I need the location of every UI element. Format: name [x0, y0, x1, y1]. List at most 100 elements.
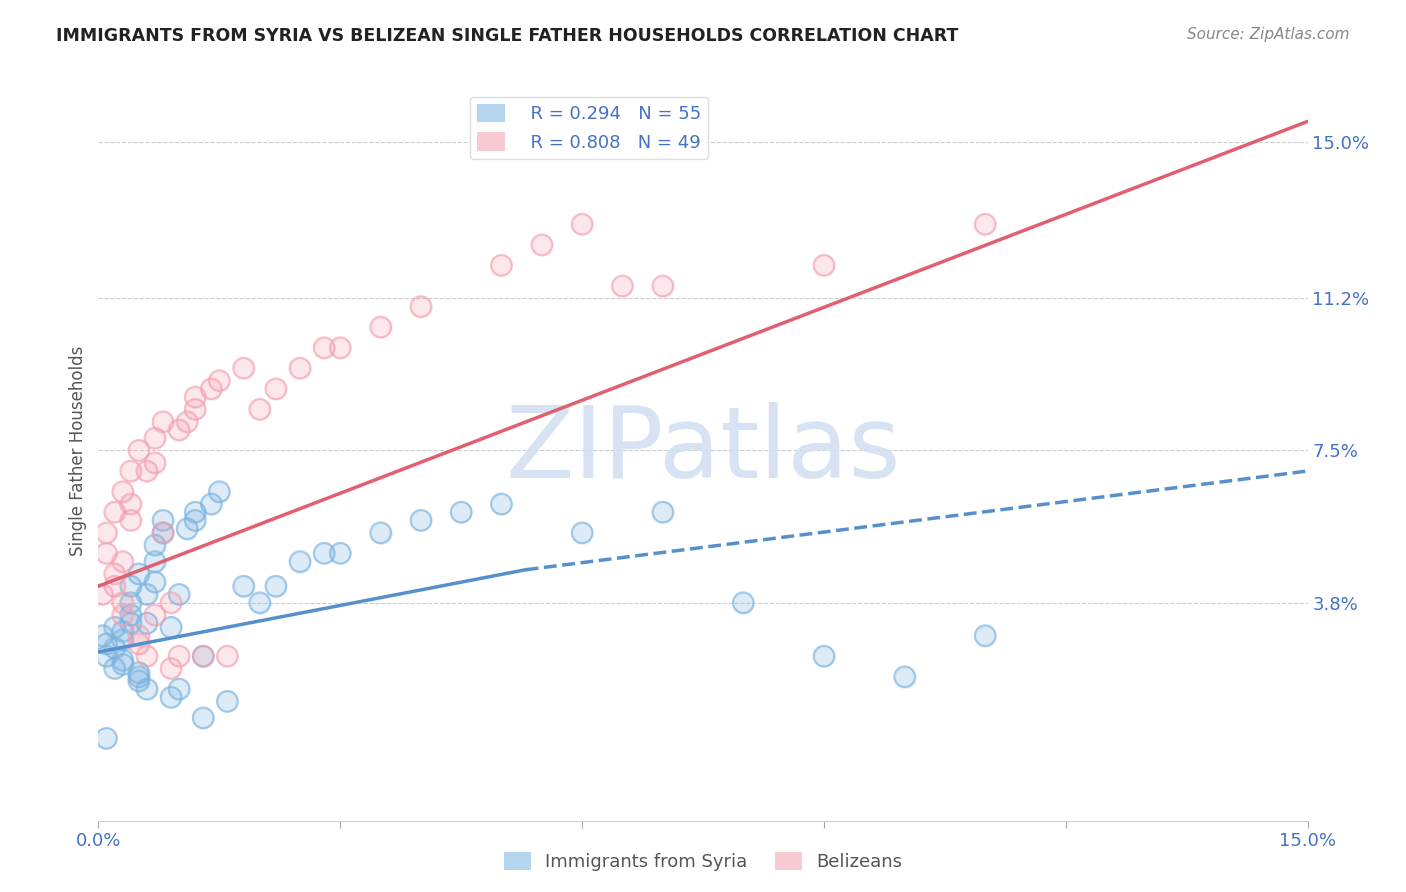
- Point: [111, 596, 134, 610]
- Point: [152, 525, 174, 540]
- Point: [103, 579, 125, 593]
- Point: [193, 711, 215, 725]
- Point: [160, 620, 183, 634]
- Point: [184, 513, 207, 527]
- Point: [329, 546, 352, 560]
- Point: [143, 431, 166, 445]
- Point: [96, 637, 118, 651]
- Point: [314, 341, 336, 355]
- Point: [314, 341, 336, 355]
- Point: [143, 607, 166, 622]
- Point: [571, 217, 593, 231]
- Point: [128, 443, 150, 458]
- Point: [111, 624, 134, 639]
- Point: [103, 661, 125, 675]
- Point: [143, 607, 166, 622]
- Point: [208, 374, 231, 388]
- Point: [96, 637, 118, 651]
- Point: [733, 596, 755, 610]
- Point: [111, 607, 134, 622]
- Point: [264, 382, 287, 396]
- Point: [167, 681, 190, 696]
- Point: [193, 649, 215, 664]
- Point: [813, 649, 835, 664]
- Point: [409, 300, 432, 314]
- Point: [103, 640, 125, 655]
- Point: [128, 637, 150, 651]
- Point: [135, 616, 157, 631]
- Point: [167, 587, 190, 601]
- Point: [111, 653, 134, 667]
- Point: [571, 525, 593, 540]
- Point: [128, 670, 150, 684]
- Point: [152, 415, 174, 429]
- Point: [232, 361, 254, 376]
- Point: [314, 546, 336, 560]
- Point: [152, 415, 174, 429]
- Point: [135, 681, 157, 696]
- Point: [491, 497, 513, 511]
- Point: [974, 217, 997, 231]
- Point: [120, 616, 142, 631]
- Point: [128, 628, 150, 642]
- Point: [612, 279, 634, 293]
- Point: [264, 382, 287, 396]
- Point: [200, 497, 222, 511]
- Point: [128, 566, 150, 581]
- Point: [200, 497, 222, 511]
- Point: [288, 361, 311, 376]
- Point: [91, 587, 114, 601]
- Legend:   R = 0.294   N = 55,   R = 0.808   N = 49: R = 0.294 N = 55, R = 0.808 N = 49: [470, 96, 709, 159]
- Point: [143, 575, 166, 590]
- Point: [184, 513, 207, 527]
- Point: [167, 681, 190, 696]
- Point: [370, 320, 392, 334]
- Point: [329, 341, 352, 355]
- Point: [128, 637, 150, 651]
- Text: IMMIGRANTS FROM SYRIA VS BELIZEAN SINGLE FATHER HOUSEHOLDS CORRELATION CHART: IMMIGRANTS FROM SYRIA VS BELIZEAN SINGLE…: [56, 27, 959, 45]
- Point: [167, 649, 190, 664]
- Point: [128, 566, 150, 581]
- Point: [288, 361, 311, 376]
- Point: [651, 279, 673, 293]
- Point: [96, 546, 118, 560]
- Point: [128, 628, 150, 642]
- Point: [409, 513, 432, 527]
- Point: [167, 587, 190, 601]
- Point: [128, 670, 150, 684]
- Point: [249, 402, 271, 417]
- Point: [329, 341, 352, 355]
- Point: [152, 525, 174, 540]
- Point: [409, 300, 432, 314]
- Point: [152, 525, 174, 540]
- Point: [103, 566, 125, 581]
- Point: [491, 259, 513, 273]
- Point: [612, 279, 634, 293]
- Point: [128, 665, 150, 680]
- Point: [120, 579, 142, 593]
- Point: [200, 382, 222, 396]
- Point: [160, 596, 183, 610]
- Point: [160, 690, 183, 705]
- Point: [91, 628, 114, 642]
- Text: Source: ZipAtlas.com: Source: ZipAtlas.com: [1187, 27, 1350, 42]
- Point: [167, 649, 190, 664]
- Point: [128, 673, 150, 688]
- Point: [103, 620, 125, 634]
- Point: [232, 579, 254, 593]
- Point: [167, 423, 190, 437]
- Point: [120, 497, 142, 511]
- Point: [571, 525, 593, 540]
- Point: [184, 505, 207, 519]
- Point: [152, 513, 174, 527]
- Y-axis label: Single Father Households: Single Father Households: [69, 345, 87, 556]
- Point: [450, 505, 472, 519]
- Point: [176, 415, 198, 429]
- Point: [160, 690, 183, 705]
- Point: [491, 497, 513, 511]
- Point: [96, 731, 118, 746]
- Point: [193, 649, 215, 664]
- Point: [120, 607, 142, 622]
- Point: [135, 464, 157, 478]
- Point: [249, 402, 271, 417]
